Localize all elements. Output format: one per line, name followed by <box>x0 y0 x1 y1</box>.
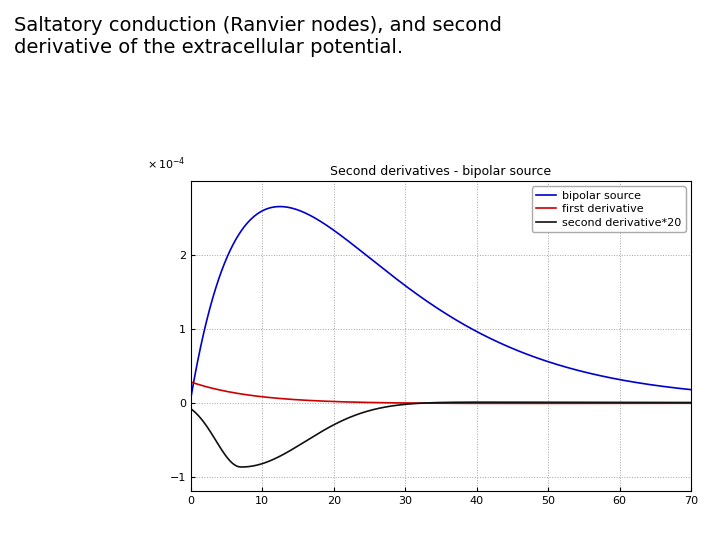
bipolar source <box>672 385 681 392</box>
second derivative*20 <box>672 399 681 406</box>
second derivative*20 <box>212 438 221 444</box>
Line: bipolar source: bipolar source <box>191 207 691 398</box>
second derivative*20 <box>238 464 246 470</box>
first derivative <box>430 400 438 407</box>
first derivative <box>581 400 590 407</box>
Line: second derivative*20: second derivative*20 <box>191 402 691 467</box>
second derivative*20 <box>581 399 590 406</box>
Line: first derivative: first derivative <box>191 382 691 403</box>
first derivative <box>417 400 426 407</box>
bipolar source <box>672 385 681 392</box>
bipolar source <box>276 204 284 210</box>
second derivative*20 <box>186 406 195 412</box>
first derivative <box>672 400 681 407</box>
first derivative <box>687 400 696 407</box>
second derivative*20 <box>673 399 682 406</box>
bipolar source <box>581 369 590 375</box>
Title: Second derivatives - bipolar source: Second derivatives - bipolar source <box>330 165 552 178</box>
second derivative*20 <box>430 400 438 406</box>
second derivative*20 <box>479 399 487 406</box>
first derivative <box>186 379 195 385</box>
second derivative*20 <box>417 400 426 407</box>
bipolar source <box>417 294 426 300</box>
bipolar source <box>687 387 696 393</box>
first derivative <box>672 400 681 407</box>
bipolar source <box>430 303 438 309</box>
bipolar source <box>212 283 221 289</box>
first derivative <box>212 386 221 393</box>
second derivative*20 <box>687 399 696 406</box>
bipolar source <box>186 395 195 401</box>
Text: $\times\,10^{-4}$: $\times\,10^{-4}$ <box>148 155 186 172</box>
Text: Saltatory conduction (Ranvier nodes), and second
derivative of the extracellular: Saltatory conduction (Ranvier nodes), an… <box>14 16 503 57</box>
Legend: bipolar source, first derivative, second derivative*20: bipolar source, first derivative, second… <box>532 186 685 232</box>
first derivative <box>523 400 531 407</box>
